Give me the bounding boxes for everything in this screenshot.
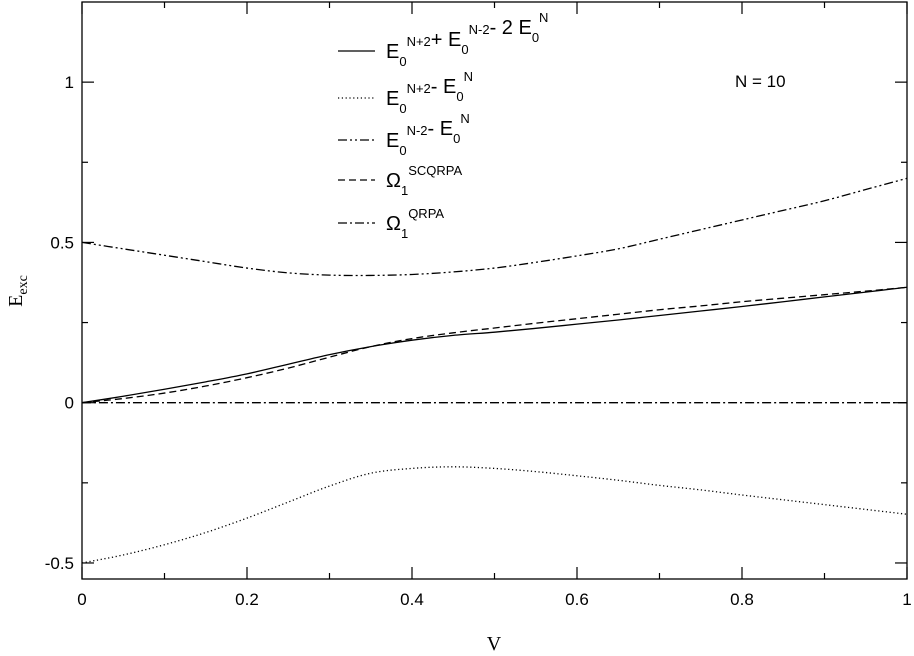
legend-text: E xyxy=(386,88,399,110)
x-axis-title: V xyxy=(487,633,502,655)
legend-subscript: 0 xyxy=(453,131,460,146)
legend-subscript: 0 xyxy=(399,143,406,158)
legend-text: - 2 E xyxy=(490,17,532,39)
y-tick-label: -0.5 xyxy=(45,554,74,573)
x-tick-label: 0.6 xyxy=(565,590,589,609)
legend-subscript: 0 xyxy=(399,54,406,69)
x-tick-label: 0 xyxy=(77,590,86,609)
series-line-2 xyxy=(81,466,908,564)
legend-text: Ω xyxy=(386,213,401,235)
legend-superscript: N+2 xyxy=(407,81,431,96)
legend-text: E xyxy=(386,41,399,63)
legend-label-3: E0N-2- E0N xyxy=(386,111,470,158)
legend-text: - E xyxy=(428,118,454,140)
legend-text: - E xyxy=(431,76,457,98)
legend-text: + E xyxy=(431,29,462,51)
legend-label-1: E0N+2+ E0N-2- 2 E0N xyxy=(386,10,548,69)
legend-superscript: N-2 xyxy=(469,22,490,37)
series-line-4 xyxy=(81,286,908,404)
legend-label-4: Ω1SCQRPA xyxy=(386,163,462,198)
legend-subscript: 0 xyxy=(456,89,463,104)
legend-text: Ω xyxy=(386,170,401,192)
legend-subscript: 0 xyxy=(399,101,406,116)
series-line-1 xyxy=(81,286,908,404)
y-tick-label: 0.5 xyxy=(50,233,74,252)
annotation-n: N = 10 xyxy=(735,72,786,91)
y-tick-label: 0 xyxy=(65,394,74,413)
legend-superscript: N+2 xyxy=(407,34,431,49)
x-tick-label: 0.2 xyxy=(235,590,259,609)
y-axis-title: Eexc xyxy=(5,275,31,307)
y-axis-title-main: E xyxy=(5,295,27,307)
x-tick-label: 0.4 xyxy=(400,590,424,609)
legend-superscript: N-2 xyxy=(407,123,428,138)
legend-superscript: SCQRPA xyxy=(408,163,462,178)
legend-subscript: 1 xyxy=(401,183,408,198)
legend-label-2: E0N+2- E0N xyxy=(386,69,473,116)
legend-superscript: QRPA xyxy=(408,206,444,221)
legend-subscript: 1 xyxy=(401,226,408,241)
x-tick-label: 0.8 xyxy=(730,590,754,609)
legend-label-5: Ω1QRPA xyxy=(386,206,444,241)
legend-superscript: N xyxy=(460,111,469,126)
y-axis-title-sub: exc xyxy=(16,275,31,294)
legend-subscript: 0 xyxy=(461,42,468,57)
legend-subscript: 0 xyxy=(532,30,539,45)
legend-superscript: N xyxy=(464,69,473,84)
x-tick-label: 1 xyxy=(902,590,911,609)
legend-text: E xyxy=(386,130,399,152)
legend-superscript: N xyxy=(539,10,548,25)
y-tick-label: 1 xyxy=(65,73,74,92)
series-line-3 xyxy=(81,177,908,277)
